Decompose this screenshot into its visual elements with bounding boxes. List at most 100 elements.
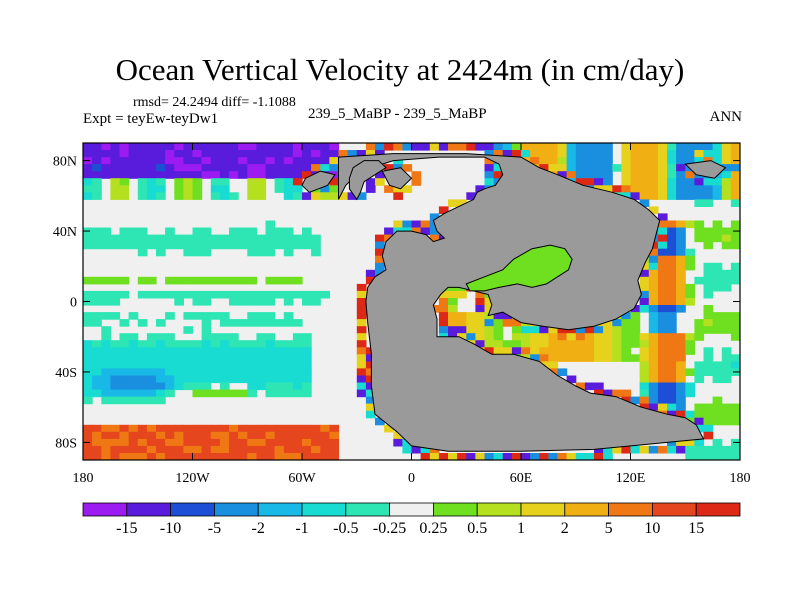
field-cell bbox=[667, 269, 677, 278]
field-cell bbox=[539, 453, 549, 460]
field-cell bbox=[165, 389, 175, 398]
field-cell bbox=[320, 143, 330, 151]
field-cell bbox=[165, 431, 175, 440]
field-cell bbox=[110, 185, 121, 193]
field-cell bbox=[648, 319, 659, 327]
field-cell bbox=[92, 431, 102, 440]
field-cell bbox=[174, 234, 184, 243]
field-cell bbox=[146, 389, 157, 398]
field-cell bbox=[457, 319, 467, 327]
field-cell bbox=[292, 368, 303, 376]
field-cell bbox=[621, 347, 632, 355]
field-cell bbox=[657, 445, 668, 454]
field-cell bbox=[192, 424, 203, 433]
field-cell bbox=[667, 227, 677, 236]
field-cell bbox=[146, 453, 157, 460]
field-cell bbox=[712, 312, 723, 320]
field-cell bbox=[137, 185, 148, 193]
field-cell bbox=[384, 164, 394, 172]
field-cell bbox=[676, 178, 686, 186]
field-cell bbox=[639, 192, 650, 200]
field-cell bbox=[119, 396, 130, 405]
field-cell bbox=[721, 368, 732, 376]
field-cell bbox=[639, 445, 650, 454]
field-cell bbox=[548, 157, 559, 165]
colorbar-swatch bbox=[82, 502, 128, 517]
field-cell bbox=[685, 368, 695, 376]
field-cell bbox=[657, 262, 668, 271]
field-cell bbox=[265, 298, 276, 306]
field-cell bbox=[265, 227, 276, 236]
field-cell bbox=[694, 319, 705, 327]
field-cell bbox=[721, 375, 732, 384]
field-cell bbox=[229, 375, 239, 384]
field-cell bbox=[156, 171, 166, 179]
field-cell bbox=[137, 276, 148, 285]
field-cell bbox=[375, 143, 385, 151]
field-cell bbox=[575, 354, 586, 362]
field-cell bbox=[274, 438, 285, 447]
field-cell bbox=[694, 453, 705, 460]
field-cell bbox=[83, 361, 93, 369]
field-cell bbox=[721, 178, 732, 186]
field-cell bbox=[365, 396, 376, 405]
field-cell bbox=[685, 143, 695, 151]
field-cell bbox=[566, 164, 577, 172]
field-cell bbox=[730, 326, 740, 334]
field-cell bbox=[539, 143, 549, 151]
field-cell bbox=[256, 453, 267, 460]
field-cell bbox=[92, 389, 102, 398]
field-cell bbox=[411, 143, 422, 151]
field-cell bbox=[539, 354, 549, 362]
field-cell bbox=[83, 396, 93, 405]
field-cell bbox=[566, 171, 577, 179]
field-cell bbox=[448, 312, 458, 320]
field-cell bbox=[219, 276, 230, 285]
field-cell bbox=[694, 220, 705, 229]
y-tick-label: 0 bbox=[70, 296, 77, 311]
field-cell bbox=[457, 333, 467, 341]
field-cell bbox=[712, 283, 723, 292]
field-cell bbox=[539, 157, 549, 165]
field-cell bbox=[667, 319, 677, 327]
field-cell bbox=[676, 396, 686, 405]
field-cell bbox=[621, 319, 632, 327]
field-cell bbox=[101, 368, 111, 376]
field-cell bbox=[192, 438, 203, 447]
field-cell bbox=[119, 192, 130, 200]
field-cell bbox=[356, 340, 367, 348]
field-cell bbox=[694, 361, 705, 369]
field-cell bbox=[603, 333, 613, 341]
field-cell bbox=[238, 438, 248, 447]
field-cell bbox=[448, 199, 458, 207]
field-cell bbox=[375, 150, 385, 158]
field-cell bbox=[219, 445, 230, 454]
field-cell bbox=[356, 389, 367, 398]
field-cell bbox=[667, 192, 677, 200]
field-cell bbox=[667, 157, 677, 165]
field-cell bbox=[146, 424, 157, 433]
field-cell bbox=[92, 171, 102, 179]
colorbar-swatch bbox=[432, 502, 478, 517]
field-cell bbox=[448, 319, 458, 327]
field-cell bbox=[657, 241, 668, 250]
field-cell bbox=[475, 333, 486, 341]
field-cell bbox=[657, 248, 668, 257]
field-cell bbox=[146, 171, 157, 179]
field-cell bbox=[229, 290, 239, 299]
field-cell bbox=[320, 445, 330, 454]
colorbar-swatch bbox=[126, 502, 172, 517]
field-cell bbox=[292, 192, 303, 200]
field-cell bbox=[238, 445, 248, 454]
field-cell bbox=[292, 438, 303, 447]
field-cell bbox=[648, 298, 659, 306]
field-cell bbox=[229, 453, 239, 460]
field-cell bbox=[292, 354, 303, 362]
field-cell bbox=[265, 234, 276, 243]
field-cell bbox=[210, 164, 221, 172]
field-cell bbox=[192, 248, 203, 257]
field-cell bbox=[247, 178, 257, 186]
field-cell bbox=[667, 283, 677, 292]
field-cell bbox=[174, 164, 184, 172]
field-cell bbox=[183, 445, 194, 454]
